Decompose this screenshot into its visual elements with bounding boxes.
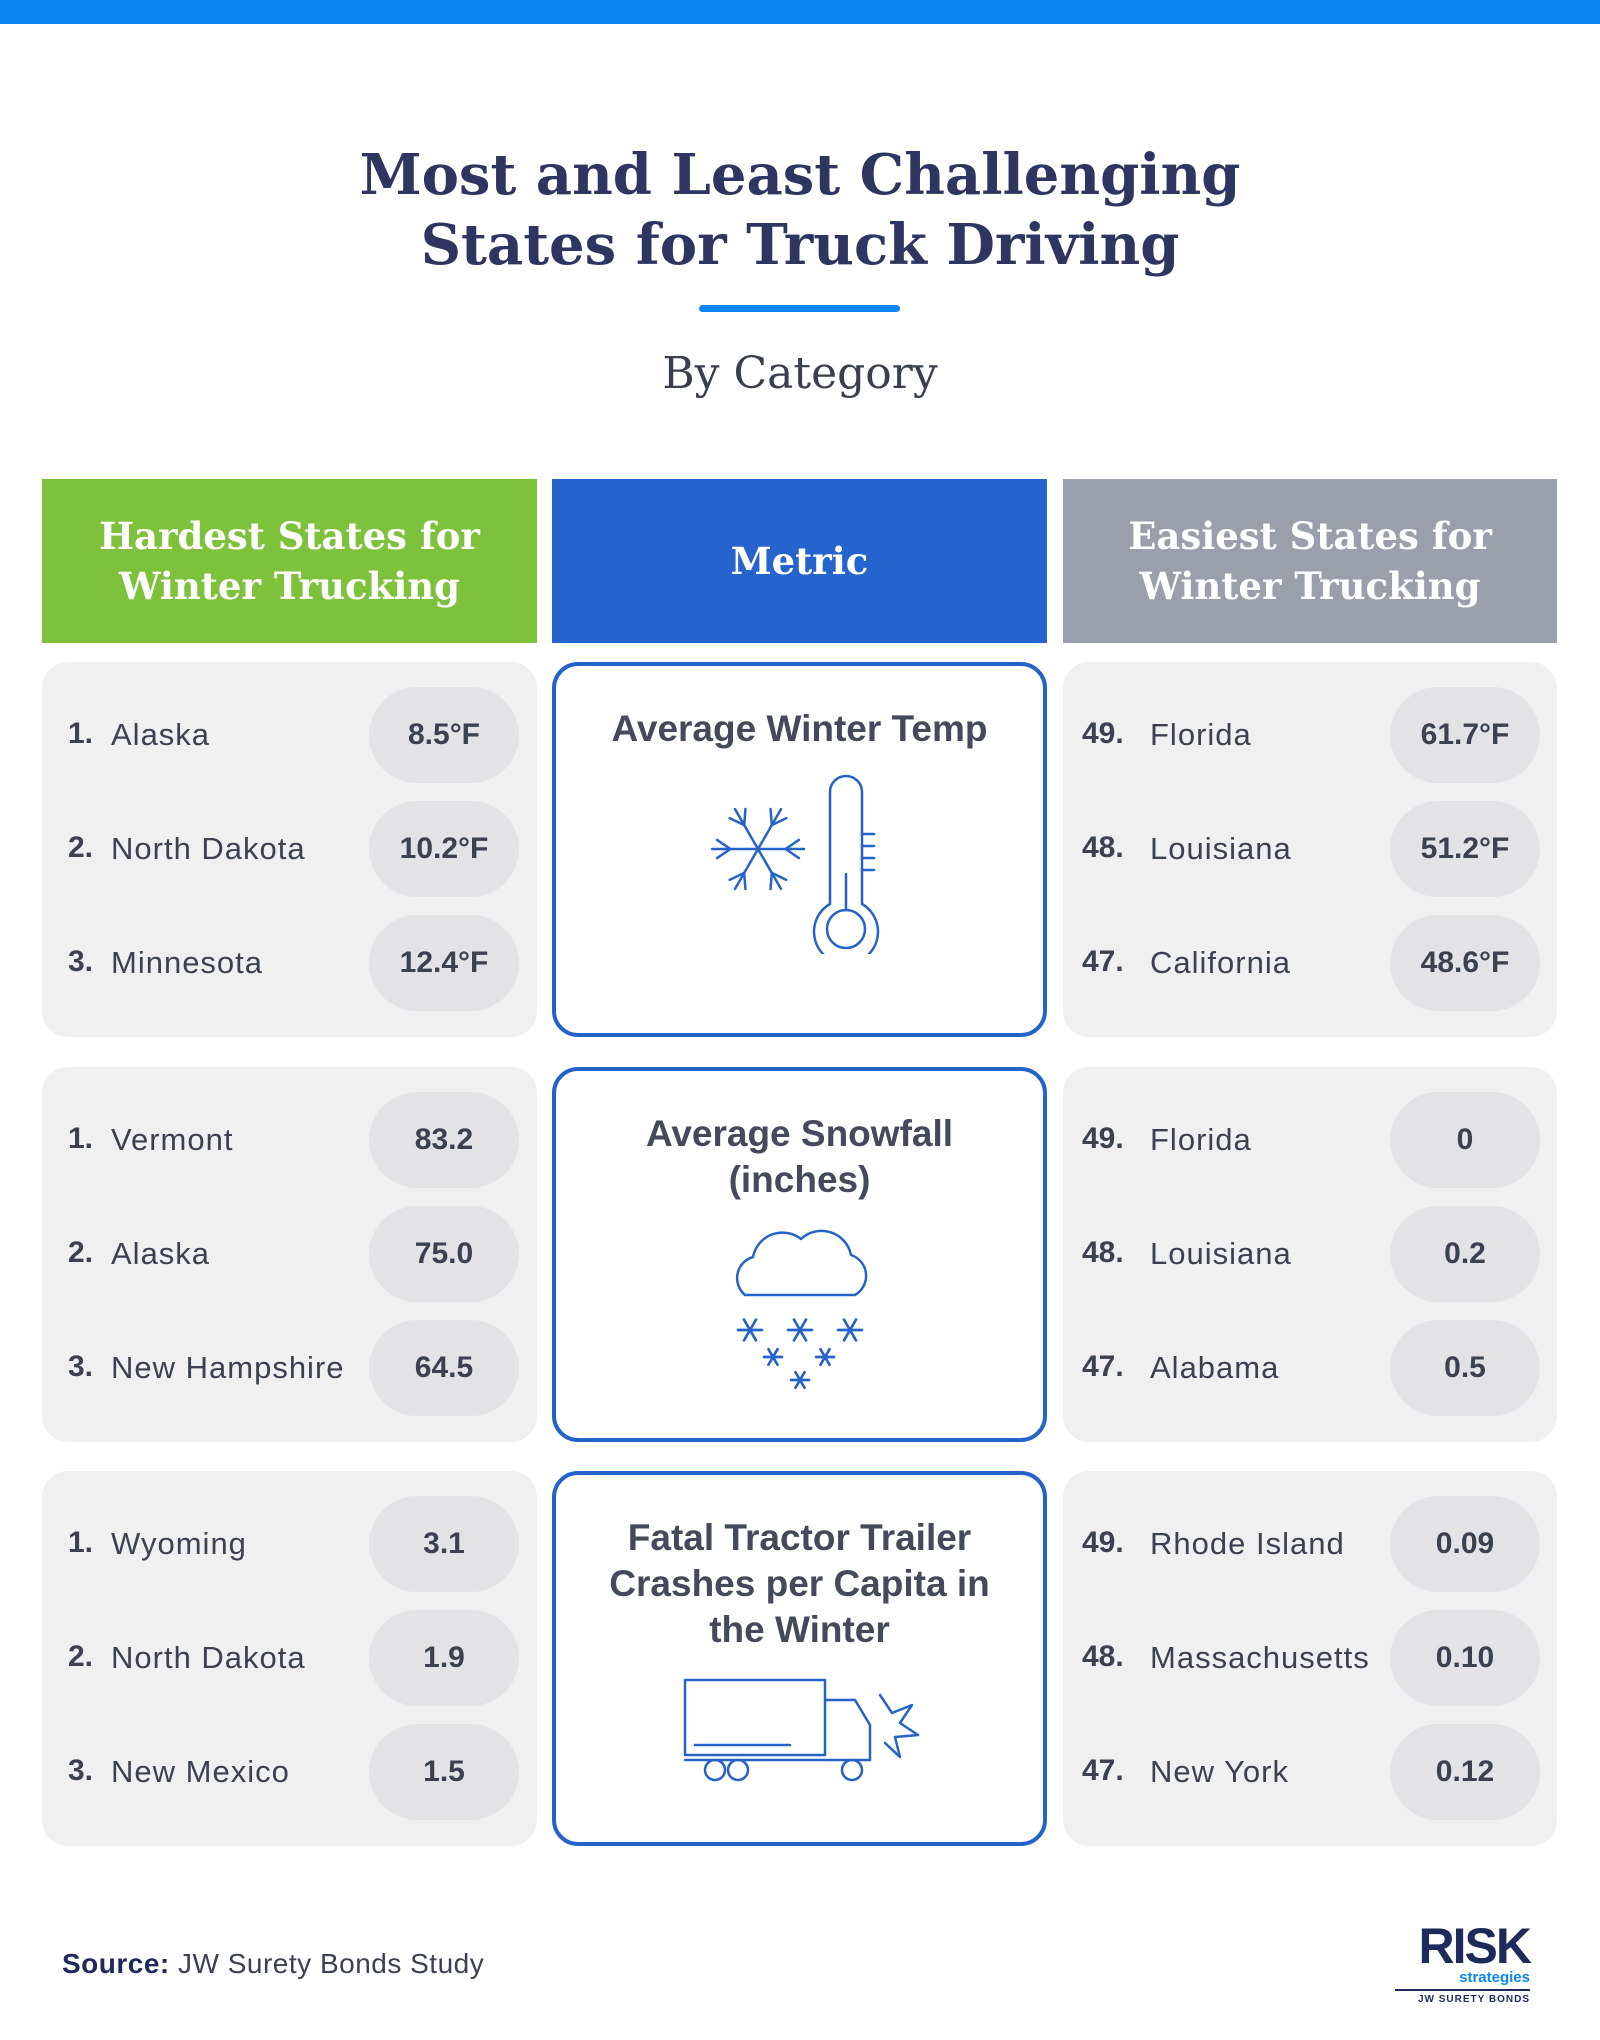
state-name: Louisiana [1150,831,1292,866]
state-name: Massachusetts [1150,1640,1370,1675]
logo: RISK strategies JW SURETY BONDS [1395,1918,1532,2005]
rank: 2. [68,831,94,864]
state-name: North Dakota [111,1640,306,1675]
metric-icon [715,1225,885,1400]
metric-box: Average Snowfall (inches) [552,1067,1047,1442]
state-name: Minnesota [111,945,264,980]
value-pill: 12.4°F [369,915,519,1011]
rank: 47. [1082,1350,1124,1383]
metric-box: Fatal Tractor Trailer Crashes per Capita… [552,1471,1047,1846]
metric-title: Average Snowfall (inches) [645,1113,954,1200]
rank: 49. [1082,1526,1124,1559]
value-pill: 8.5°F [369,687,519,783]
rank: 3. [68,945,94,978]
value-pill: 0.12 [1390,1724,1540,1820]
value-pill: 0.2 [1390,1206,1540,1302]
logo-sub: strategies [1459,1969,1530,1986]
rank: 2. [68,1640,94,1673]
value-pill: 10.2°F [369,801,519,897]
state-name: New York [1150,1754,1289,1789]
metric-title: Fatal Tractor Trailer Crashes per Capita… [609,1517,990,1650]
state-name: Florida [1150,1122,1252,1157]
state-name: Louisiana [1150,1236,1292,1271]
state-name: Rhode Island [1150,1526,1345,1561]
metric-header: Metric [552,479,1047,643]
rank: 1. [68,717,94,750]
rank: 1. [68,1526,94,1559]
rank: 48. [1082,831,1124,864]
rank: 47. [1082,945,1124,978]
hardest-header: Hardest States for Winter Trucking [42,479,537,643]
value-pill: 0 [1390,1092,1540,1188]
rank: 47. [1082,1754,1124,1787]
value-pill: 0.10 [1390,1610,1540,1706]
rank: 2. [68,1236,94,1269]
title-rule [699,305,900,312]
value-pill: 3.1 [369,1496,519,1592]
state-name: New Mexico [111,1754,290,1789]
metric-icon [680,1675,920,1790]
state-name: Wyoming [111,1526,247,1561]
logo-tagline: JW SURETY BONDS [1395,1989,1530,2005]
state-name: New Hampshire [111,1350,345,1385]
top-bar [0,0,1600,24]
value-pill: 51.2°F [1390,801,1540,897]
metric-box: Average Winter Temp [552,662,1047,1037]
easiest-header: Easiest States for Winter Trucking [1063,479,1557,643]
rank: 3. [68,1350,94,1383]
subtitle: By Category [662,348,938,399]
snow-icon [735,1229,867,1390]
title: Most and Least Challenging States for Tr… [359,142,1241,278]
metric-title: Average Winter Temp [611,708,988,749]
state-name: Florida [1150,717,1252,752]
temp-icon [710,774,879,965]
source: Source: JW Surety Bonds Study [62,1948,484,1980]
source-text: JW Surety Bonds Study [178,1948,485,1979]
truck-icon [683,1678,919,1782]
state-name: Vermont [111,1122,234,1157]
rank: 3. [68,1754,94,1787]
rank: 49. [1082,1122,1124,1155]
state-name: Alabama [1150,1350,1280,1385]
rank: 1. [68,1122,94,1155]
source-label: Source: [62,1948,170,1979]
value-pill: 48.6°F [1390,915,1540,1011]
state-name: California [1150,945,1291,980]
value-pill: 1.9 [369,1610,519,1706]
rank: 48. [1082,1640,1124,1673]
state-name: Alaska [111,717,211,752]
value-pill: 0.09 [1390,1496,1540,1592]
value-pill: 61.7°F [1390,687,1540,783]
logo-name: RISK [1418,1918,1532,1974]
state-name: North Dakota [111,831,306,866]
metric-icon [710,774,890,965]
value-pill: 0.5 [1390,1320,1540,1416]
value-pill: 64.5 [369,1320,519,1416]
value-pill: 75.0 [369,1206,519,1302]
value-pill: 83.2 [369,1092,519,1188]
value-pill: 1.5 [369,1724,519,1820]
rank: 48. [1082,1236,1124,1269]
state-name: Alaska [111,1236,211,1271]
rank: 49. [1082,717,1124,750]
